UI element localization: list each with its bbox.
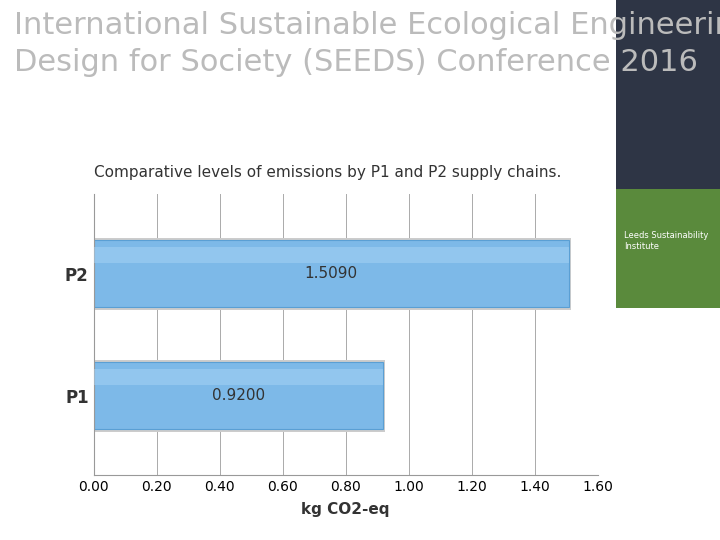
Bar <box>94 369 384 386</box>
Text: International Sustainable Ecological Engineering
Design for Society (SEEDS) Conf: International Sustainable Ecological Eng… <box>14 11 720 77</box>
Bar <box>94 247 569 264</box>
Text: Comparative levels of emissions by P1 and P2 supply chains.: Comparative levels of emissions by P1 an… <box>94 165 561 180</box>
Bar <box>95 360 385 432</box>
X-axis label: kg CO2-eq: kg CO2-eq <box>302 502 390 517</box>
Bar <box>94 362 384 429</box>
Text: 0.9200: 0.9200 <box>212 388 265 403</box>
Bar <box>95 238 570 310</box>
Text: 1.5090: 1.5090 <box>305 266 358 281</box>
Bar <box>94 240 569 307</box>
Text: Leeds Sustainability
Institute: Leeds Sustainability Institute <box>624 231 708 252</box>
